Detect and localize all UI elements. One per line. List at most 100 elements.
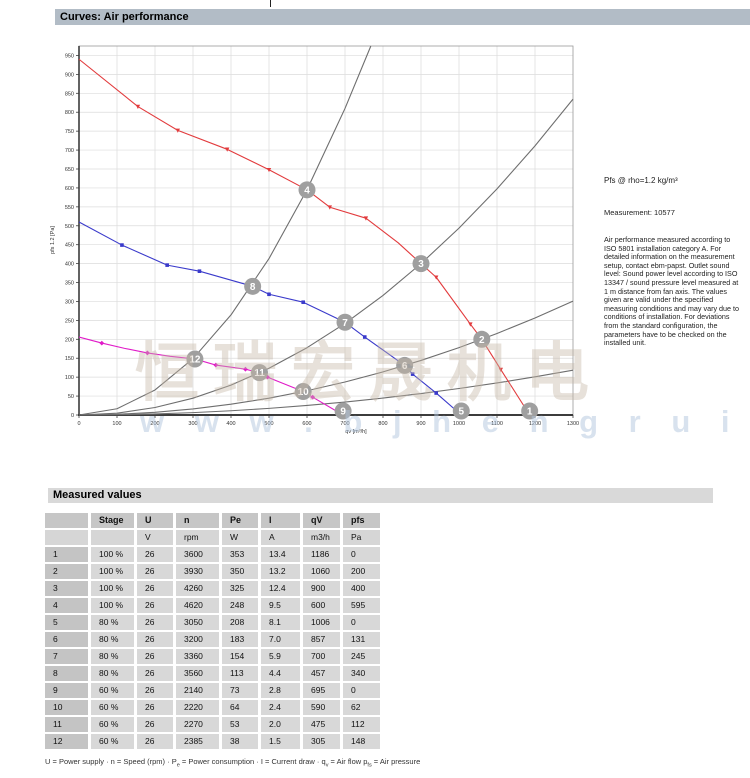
table-cell: 13.2 xyxy=(261,564,300,579)
table-row-number: 10 xyxy=(45,700,88,715)
x-tick-label: 200 xyxy=(150,421,159,427)
table-cell: 60 % xyxy=(91,734,134,749)
table-cell: 0 xyxy=(343,615,380,630)
system-curve-low xyxy=(78,300,574,416)
table-cell: 26 xyxy=(137,734,173,749)
operating-point-number: 2 xyxy=(479,335,485,346)
table-cell: 100 % xyxy=(91,598,134,613)
operating-point-circle xyxy=(244,277,262,295)
table-cell: 695 xyxy=(303,683,340,698)
y-tick-label: 200 xyxy=(65,337,74,343)
table-unit-cell xyxy=(91,530,134,545)
y-tick-label: 250 xyxy=(65,318,74,324)
y-tick-label: 500 xyxy=(65,224,74,230)
air-density-note: Pfs @ rho=1.2 kg/m³ xyxy=(604,176,678,185)
data-point-marker xyxy=(362,335,367,339)
data-point-marker xyxy=(225,147,230,152)
table-row-number: 9 xyxy=(45,683,88,698)
table-cell: 100 % xyxy=(91,581,134,596)
x-tick-label: 500 xyxy=(264,421,273,427)
data-point-marker xyxy=(410,372,415,376)
y-tick-label: 0 xyxy=(71,413,74,419)
table-unit-cell: A xyxy=(261,530,300,545)
operating-point-circle xyxy=(521,402,539,420)
table-column-header: n xyxy=(176,513,219,528)
data-point-marker xyxy=(266,167,272,173)
table-row-number: 1 xyxy=(45,547,88,562)
table-cell: 154 xyxy=(222,649,258,664)
y-tick-label: 800 xyxy=(65,110,74,116)
table-cell: 62 xyxy=(343,700,380,715)
data-point-marker xyxy=(267,292,271,297)
table-cell: 26 xyxy=(137,717,173,732)
data-point-marker xyxy=(175,128,180,133)
table-cell: 3560 xyxy=(176,666,219,681)
legend-text: U = Power supply · n = Speed (rpm) · P xyxy=(45,757,177,766)
symbols-legend: U = Power supply · n = Speed (rpm) · Pe … xyxy=(45,757,420,769)
table-cell: 26 xyxy=(137,547,173,562)
legend-subscript: v xyxy=(325,762,329,769)
table-cell: 100 % xyxy=(91,547,134,562)
operating-point-circle xyxy=(294,383,312,401)
table-cell: 100 % xyxy=(91,564,134,579)
table-cell: 2385 xyxy=(176,734,219,749)
operating-point-circle xyxy=(186,350,204,368)
data-point-marker xyxy=(197,269,202,273)
data-point-marker xyxy=(434,275,439,280)
data-point-marker xyxy=(434,391,438,395)
table-cell: 112 xyxy=(343,717,380,732)
table-row-number: 5 xyxy=(45,615,88,630)
table-cell: 857 xyxy=(303,632,340,647)
table-cell: 26 xyxy=(137,683,173,698)
air-performance-chart: 0501001502002503003504004505005506006507… xyxy=(50,45,579,435)
data-point-marker xyxy=(165,263,169,267)
table-row-number: 6 xyxy=(45,632,88,647)
table-cell: 80 % xyxy=(91,649,134,664)
legend-text: = Air flow p xyxy=(328,757,368,766)
table-cell: 26 xyxy=(137,666,173,681)
table-cell: 3930 xyxy=(176,564,219,579)
y-tick-label: 650 xyxy=(65,167,74,173)
legend-subscript: fs xyxy=(367,762,372,769)
fan-curve-100pct xyxy=(78,58,531,416)
table-cell: 8.1 xyxy=(261,615,300,630)
y-tick-label: 600 xyxy=(65,186,74,192)
table-cell: 80 % xyxy=(91,615,134,630)
operating-point-circle xyxy=(396,356,414,374)
table-cell: 595 xyxy=(343,598,380,613)
x-tick-label: 600 xyxy=(302,421,311,427)
table-cell: 400 xyxy=(343,581,380,596)
table-cell: 26 xyxy=(137,615,173,630)
table-cell: 26 xyxy=(137,649,173,664)
y-tick-label: 550 xyxy=(65,205,74,211)
table-cell: 2270 xyxy=(176,717,219,732)
table-cell: 0 xyxy=(343,547,380,562)
measurement-description: Air performance measured according to IS… xyxy=(604,235,740,348)
table-row-number: 3 xyxy=(45,581,88,596)
operating-point-number: 9 xyxy=(340,407,346,418)
table-cell: 2.8 xyxy=(261,683,300,698)
table-cell: 3050 xyxy=(176,615,219,630)
operating-point-circle xyxy=(452,402,470,420)
table-cell: 4.4 xyxy=(261,666,300,681)
table-cell: 12.4 xyxy=(261,581,300,596)
legend-text: = Power consumption · I = Current draw ·… xyxy=(179,757,326,766)
operating-point-circle xyxy=(473,330,491,348)
y-tick-label: 400 xyxy=(65,262,74,268)
table-unit-cell: rpm xyxy=(176,530,219,545)
table-column-header: pfs xyxy=(343,513,380,528)
table-cell: 340 xyxy=(343,666,380,681)
table-cell: 1006 xyxy=(303,615,340,630)
operating-point-circle xyxy=(334,402,352,420)
data-point-marker xyxy=(301,300,305,305)
table-row-number: 8 xyxy=(45,666,88,681)
x-tick-label: 100 xyxy=(112,421,121,427)
table-cell: 475 xyxy=(303,717,340,732)
y-tick-label: 50 xyxy=(68,394,74,400)
table-cell: 1186 xyxy=(303,547,340,562)
table-cell: 5.9 xyxy=(261,649,300,664)
y-tick-label: 700 xyxy=(65,148,74,154)
table-cell: 208 xyxy=(222,615,258,630)
legend-subscript: e xyxy=(176,762,180,769)
table-cell: 4260 xyxy=(176,581,219,596)
